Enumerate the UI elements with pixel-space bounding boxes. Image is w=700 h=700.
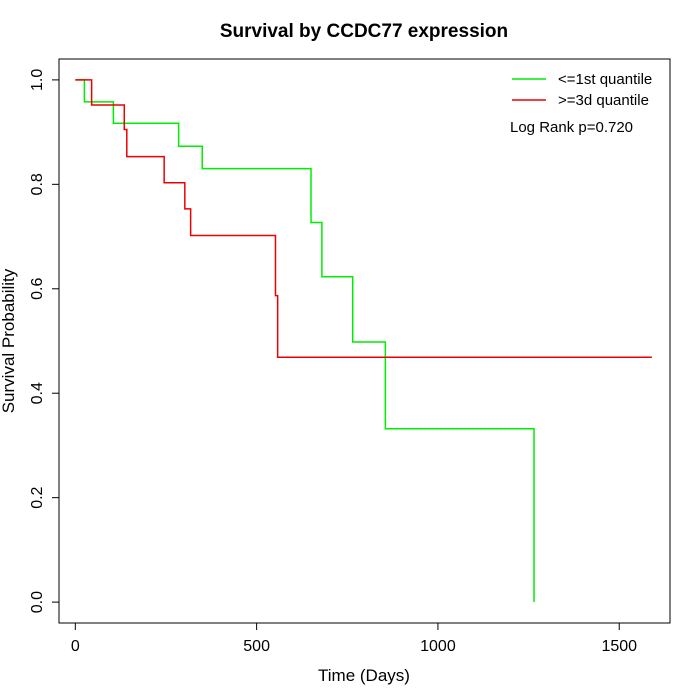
legend: <=1st quantile >=3d quantile <box>512 71 652 109</box>
y-tick-label: 0.8 <box>29 173 46 195</box>
survival-curve-high <box>75 79 652 358</box>
x-axis-label: Time (Days) <box>318 666 410 685</box>
log-rank-annotation: Log Rank p=0.720 <box>510 119 633 136</box>
x-tick-label: 0 <box>71 638 80 655</box>
x-tick-label: 1500 <box>601 638 637 655</box>
y-axis-label: Survival Probability <box>0 268 18 413</box>
x-tick-label: 1000 <box>420 638 456 655</box>
plot-frame <box>58 58 671 624</box>
y-tick-label: 0.6 <box>29 278 46 300</box>
survival-curve-low <box>75 79 535 603</box>
y-tick-label: 0.4 <box>29 382 46 404</box>
y-tick-label: 0.2 <box>29 486 46 508</box>
y-tick-label: 1.0 <box>29 69 46 91</box>
x-tick-label: 500 <box>243 638 270 655</box>
legend-label-low: <=1st quantile <box>558 71 652 88</box>
y-tick-label: 0.0 <box>29 591 46 613</box>
chart-title: Survival by CCDC77 expression <box>220 21 508 42</box>
y-axis: 0.0 0.2 0.4 0.6 0.8 1.0 <box>29 69 60 613</box>
series-layer <box>75 79 652 603</box>
legend-label-high: >=3d quantile <box>558 92 649 109</box>
x-axis: 0 500 1000 1500 <box>71 622 637 655</box>
